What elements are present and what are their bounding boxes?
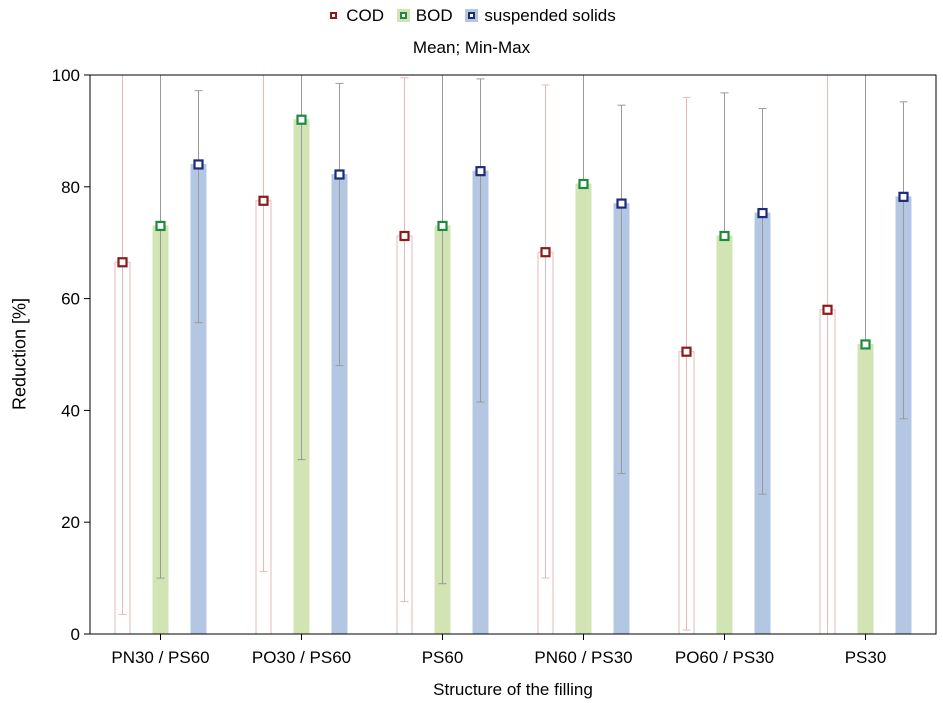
chart-subtitle: Mean; Min-Max <box>412 38 531 57</box>
bar-bod <box>575 183 592 635</box>
mean-marker-suspended-solids <box>616 198 627 209</box>
legend-item-cod: COD <box>327 6 384 26</box>
mean-marker-suspended-solids <box>334 169 345 180</box>
legend-label-cod: COD <box>346 6 385 25</box>
mean-marker-bod <box>437 220 448 232</box>
mean-marker-bod <box>155 220 166 232</box>
mean-marker-bod <box>719 230 730 242</box>
mean-marker-cod <box>258 195 269 206</box>
plot-frame <box>89 74 937 635</box>
y-tick-label: 40 <box>61 401 80 420</box>
legend-swatch-bod <box>396 9 410 22</box>
mean-marker-suspended-solids <box>757 207 768 219</box>
legend-label-bod: BOD <box>415 6 453 25</box>
y-tick-label: 80 <box>61 178 80 197</box>
x-tick-label: PO30 / PS60 <box>252 648 351 667</box>
mean-marker-cod <box>117 257 128 268</box>
mean-marker-cod <box>681 346 692 357</box>
mean-marker-cod <box>540 247 551 258</box>
legend-swatch-suspended-solids <box>465 9 479 22</box>
y-tick-label: 60 <box>61 290 80 309</box>
mean-marker-suspended-solids <box>475 166 486 177</box>
mean-marker-cod <box>822 304 833 315</box>
legend-item-bod: BOD <box>396 6 453 26</box>
x-tick-label: PS60 <box>422 648 464 667</box>
y-tick-label: 20 <box>61 513 80 532</box>
x-tick-label: PO60 / PS30 <box>675 648 774 667</box>
mean-marker-suspended-solids <box>193 159 204 170</box>
y-axis-label: Reduction [%] <box>9 297 30 411</box>
mean-marker-bod <box>578 178 589 190</box>
bar-bod <box>857 343 874 635</box>
x-tick-label: PN60 / PS30 <box>534 648 632 667</box>
mean-marker-suspended-solids <box>898 191 909 202</box>
mean-marker-bod <box>860 339 871 350</box>
mean-marker-cod <box>399 230 410 242</box>
bar-bod <box>716 235 733 635</box>
x-tick-label: PS30 <box>845 648 887 667</box>
legend: COD BOD suspended solids <box>0 6 943 26</box>
y-tick-label: 0 <box>71 625 80 644</box>
y-tick-label: 100 <box>52 66 80 85</box>
legend-item-suspended-solids: suspended solids <box>465 6 616 26</box>
legend-swatch-cod <box>327 9 340 22</box>
x-tick-label: PN30 / PS60 <box>111 648 209 667</box>
legend-label-suspended-solids: suspended solids <box>484 6 616 25</box>
mean-marker-bod <box>296 114 307 125</box>
x-axis-label: Structure of the filling <box>433 680 593 699</box>
